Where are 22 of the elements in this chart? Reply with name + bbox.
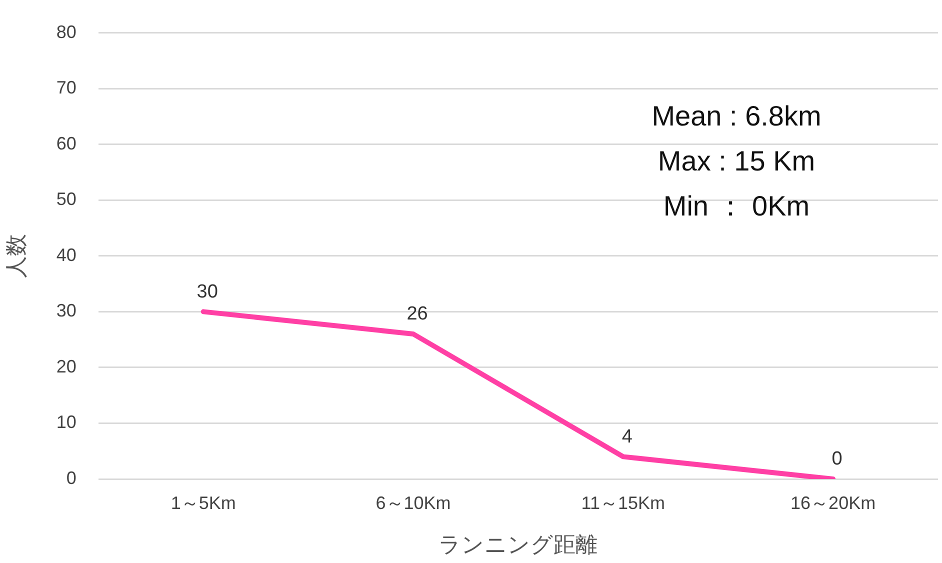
y-tick-label: 30 (56, 300, 76, 321)
y-tick-label: 20 (56, 356, 76, 376)
y-axis-title: 人数 (3, 234, 28, 278)
annotation: Mean : 6.8km (652, 100, 822, 132)
data-label: 0 (832, 448, 842, 470)
y-tick-label: 0 (66, 468, 76, 488)
x-tick-label: 16～20Km (790, 492, 876, 513)
data-label: 30 (196, 281, 218, 302)
x-tick-label: 6～10Km (376, 492, 451, 513)
y-tick-label: 80 (56, 22, 76, 42)
data-label: 26 (406, 304, 428, 325)
data-label: 4 (622, 426, 633, 448)
y-tick-label: 10 (56, 412, 76, 432)
y-tick-label: 40 (56, 244, 76, 265)
annotation: Max : 15 Km (658, 146, 816, 177)
y-tick-label: 60 (56, 133, 76, 154)
x-tick-label: 1～5Km (170, 492, 236, 513)
y-tick-label: 70 (56, 78, 76, 98)
y-tick-label: 50 (56, 189, 76, 210)
x-tick-label: 11～15Km (581, 492, 666, 513)
annotation: Min ： 0Km (663, 190, 810, 222)
x-axis-title: ランニング距離 (438, 532, 598, 557)
